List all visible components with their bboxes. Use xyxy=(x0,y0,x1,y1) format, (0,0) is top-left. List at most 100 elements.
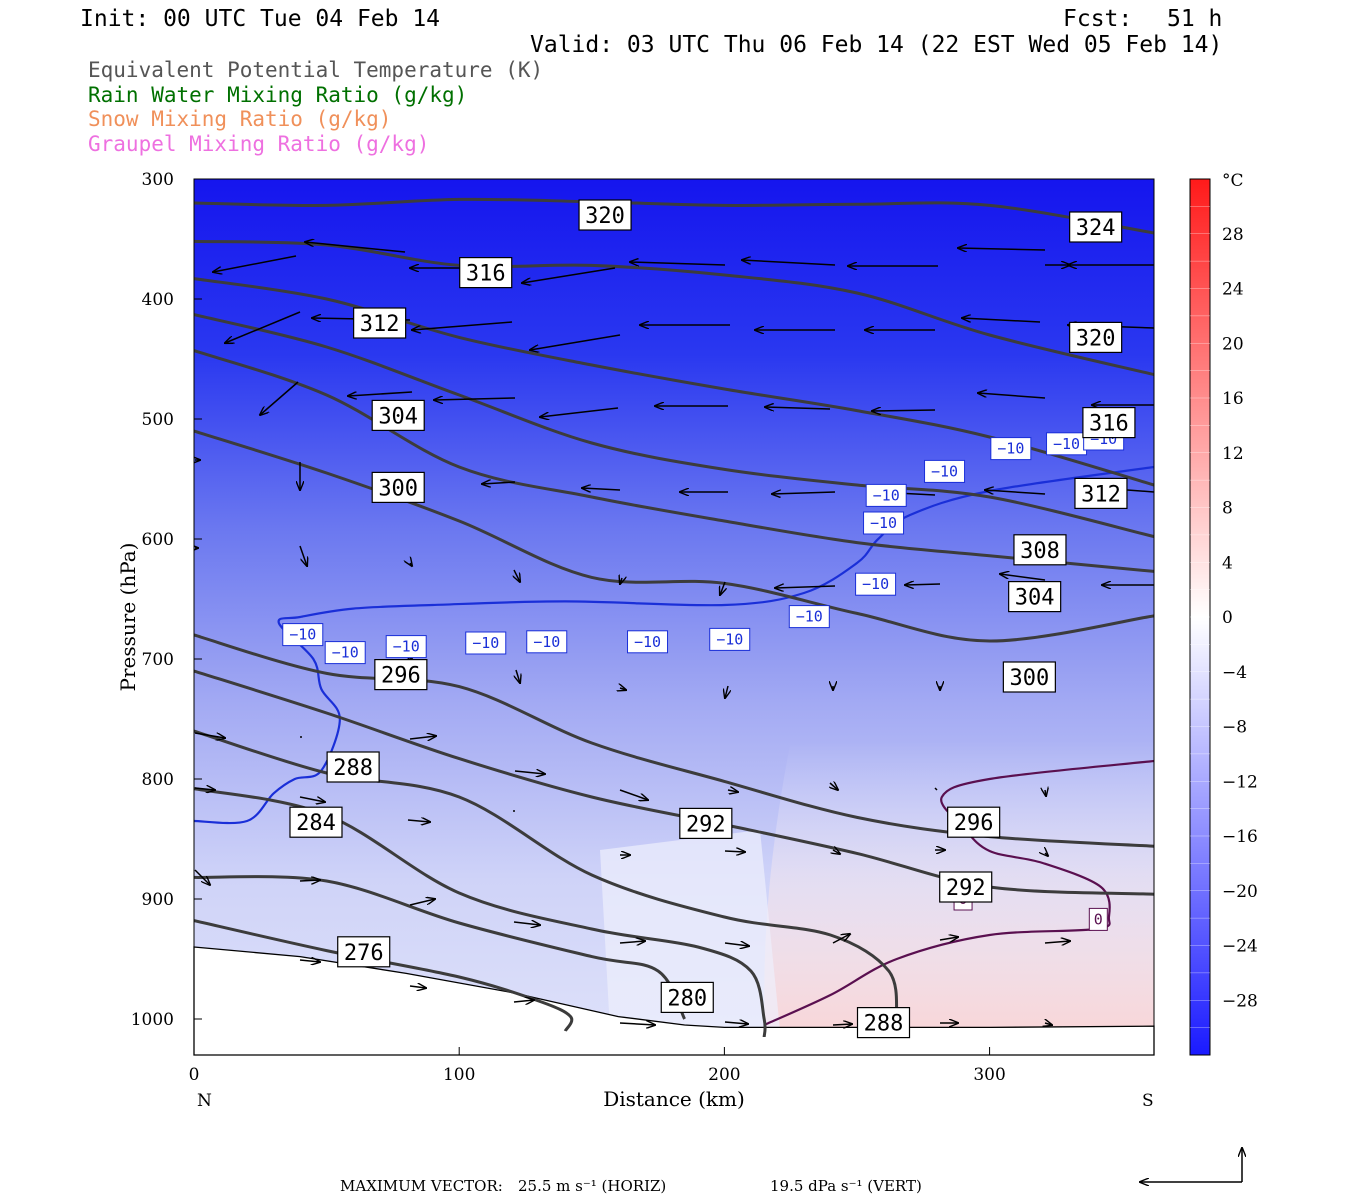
theta-e-label: 284 xyxy=(296,811,336,836)
wind-vector xyxy=(630,262,726,265)
wind-vector xyxy=(540,407,619,417)
wind-vector xyxy=(514,569,520,582)
wind-vector xyxy=(348,391,413,396)
wind-vector xyxy=(832,934,850,944)
valid-label: Valid: 03 UTC Thu 06 Feb 14 (22 EST Wed … xyxy=(530,32,1223,58)
wind-vector xyxy=(409,986,426,988)
colorbar-label: −8 xyxy=(1222,718,1247,738)
wind-vector xyxy=(1044,941,1070,943)
isotherm-label-box xyxy=(863,511,905,535)
wind-vector xyxy=(225,311,301,343)
isotherm-label-box xyxy=(855,572,897,596)
wind-vector xyxy=(530,334,621,350)
theta-e-label: 308 xyxy=(1020,539,1060,564)
wind-vector xyxy=(194,788,215,790)
theta-e-label: 312 xyxy=(1081,482,1121,507)
isotherm-label-box xyxy=(865,483,907,507)
colorbar-label: 0 xyxy=(1222,608,1233,628)
wind-vector xyxy=(775,586,836,588)
y-axis-title: Pressure (hPa) xyxy=(116,543,140,692)
isotherm-label: −10 xyxy=(931,462,958,480)
isotherm-label-box xyxy=(627,630,669,654)
wind-vector xyxy=(619,789,648,800)
theta-e-label-box xyxy=(337,936,391,968)
theta-e-label: 304 xyxy=(1015,586,1055,611)
isotherm-label: −10 xyxy=(870,514,897,532)
wind-vector xyxy=(434,398,516,400)
theta-e-label: 296 xyxy=(954,811,994,836)
max-vector-label: MAXIMUM VECTOR: xyxy=(340,1177,503,1195)
theta-e-label-box xyxy=(947,806,1001,838)
theta-e-label: 296 xyxy=(381,664,421,689)
isotherm-label-box xyxy=(788,605,830,629)
wind-vector xyxy=(872,410,936,411)
isotherm-label: −10 xyxy=(634,633,661,651)
theta-e-contour xyxy=(194,239,1154,377)
isotherm-label: −10 xyxy=(332,644,359,662)
colorbar-label: 12 xyxy=(1222,444,1244,464)
wind-vector xyxy=(516,669,520,683)
theta-e-label-box xyxy=(459,257,513,289)
theta-e-label-box xyxy=(1008,580,1062,613)
theta-e-label: 324 xyxy=(1076,216,1116,241)
wind-vector xyxy=(260,381,299,415)
theta-e-contour xyxy=(194,313,1154,539)
theta-e-label-box xyxy=(289,806,343,838)
wind-vector xyxy=(830,783,838,790)
theta-e-contour xyxy=(194,277,1154,487)
wind-vector xyxy=(513,922,540,925)
x-tick-label: 200 xyxy=(708,1065,740,1085)
max-vector-vert: 19.5 dPa s⁻¹ (VERT) xyxy=(770,1177,922,1195)
wind-vector xyxy=(620,578,622,584)
legend-graupel: Graupel Mixing Ratio (g/kg) xyxy=(88,132,430,156)
wind-vector xyxy=(522,267,616,283)
wind-vector xyxy=(1045,853,1048,856)
y-tick-label: 700 xyxy=(142,650,174,670)
wind-vector xyxy=(727,790,738,792)
wind-vector xyxy=(299,545,307,566)
wind-vector xyxy=(958,248,1046,250)
theta-e-label: 304 xyxy=(378,404,418,429)
wind-vector xyxy=(1045,790,1046,796)
isotherm-label-box xyxy=(324,641,366,665)
colorbar-unit: °C xyxy=(1222,171,1244,191)
theta-e-label-box xyxy=(939,871,993,903)
theta-e-label-box xyxy=(1013,534,1067,566)
theta-e-label: 320 xyxy=(1076,326,1116,351)
near-zero-region xyxy=(600,830,780,1030)
theta-e-label-box xyxy=(1074,477,1128,509)
colorbar-label: 8 xyxy=(1222,499,1233,519)
wind-vector xyxy=(1045,1023,1052,1025)
isotherm-label: −10 xyxy=(862,575,889,593)
wind-vector xyxy=(939,937,958,940)
theta-e-label-box xyxy=(578,199,632,231)
wind-vector xyxy=(299,796,325,802)
south-label: S xyxy=(1142,1091,1154,1111)
colorbar-label: −16 xyxy=(1222,827,1258,847)
theta-e-label-box xyxy=(371,471,425,503)
wind-vector xyxy=(513,1000,534,1002)
wind-vector xyxy=(720,581,725,595)
legend-snow: Snow Mixing Ratio (g/kg) xyxy=(88,107,392,131)
isotherm-label: −10 xyxy=(1053,435,1080,453)
wind-vector xyxy=(619,941,645,943)
reference-vector xyxy=(1140,1148,1242,1182)
x-tick-label: 100 xyxy=(443,1065,475,1085)
theta-e-label: 316 xyxy=(1089,412,1129,437)
isotherm-zero-label-box xyxy=(1088,907,1108,931)
y-tick-label: 300 xyxy=(142,170,174,190)
wind-vector xyxy=(299,880,320,881)
max-vector-horiz: 25.5 m s⁻¹ (HORIZ) xyxy=(518,1177,667,1195)
wind-vector xyxy=(724,851,745,852)
y-tick-label: 600 xyxy=(142,530,174,550)
isotherm-label: −10 xyxy=(472,634,499,652)
wind-vector xyxy=(410,563,412,566)
theta-e-contour xyxy=(194,429,1154,643)
legend-theta-e: Equivalent Potential Temperature (K) xyxy=(88,58,544,82)
theta-e-label-box xyxy=(374,658,428,691)
theta-e-label: 312 xyxy=(360,312,400,337)
colorbar: °C 28 24 20 16 12 8 4 0 −4 −8 −12 −16 −20 −24 −28 xyxy=(1189,171,1258,1056)
isotherm-label-box xyxy=(526,630,568,654)
theta-e-label: 320 xyxy=(585,204,625,229)
